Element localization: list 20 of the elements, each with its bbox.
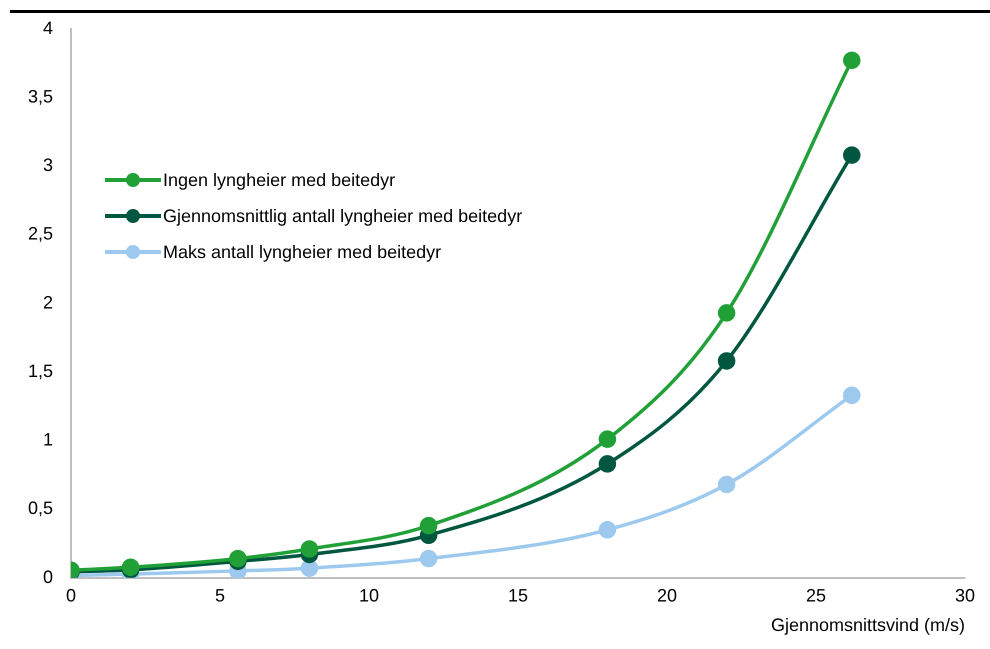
y-tick-label: 1 bbox=[43, 430, 54, 450]
x-tick-label: 10 bbox=[359, 586, 380, 606]
y-tick-label: 4 bbox=[43, 18, 54, 38]
y-tick-label: 1,5 bbox=[28, 360, 54, 381]
x-axis-title: Gjennomsnittsvind (m/s) bbox=[770, 615, 965, 636]
y-tick-label: 2 bbox=[43, 292, 54, 312]
x-tick-label: 20 bbox=[656, 586, 678, 606]
x-tick-label: 0 bbox=[66, 586, 76, 606]
legend-label: Maks antall lyngheier med beitedyr bbox=[163, 242, 442, 262]
legend-label: Ingen lyngheier med beitedyr bbox=[163, 170, 396, 190]
y-tick-label: 0 bbox=[43, 566, 54, 587]
legend-label: Gjennomsnittlig antall lyngheier med beitedyr bbox=[163, 206, 522, 226]
y-tick-label: 3 bbox=[43, 155, 54, 176]
x-tick-label: 25 bbox=[806, 586, 826, 606]
y-tick-label: 0,5 bbox=[28, 498, 54, 518]
y-tick-label: 2,5 bbox=[28, 224, 54, 244]
y-tick-label: 3,5 bbox=[28, 86, 54, 106]
x-tick-label: 15 bbox=[508, 586, 528, 606]
x-tick-label: 5 bbox=[215, 586, 226, 606]
x-tick-label: 30 bbox=[954, 586, 976, 606]
